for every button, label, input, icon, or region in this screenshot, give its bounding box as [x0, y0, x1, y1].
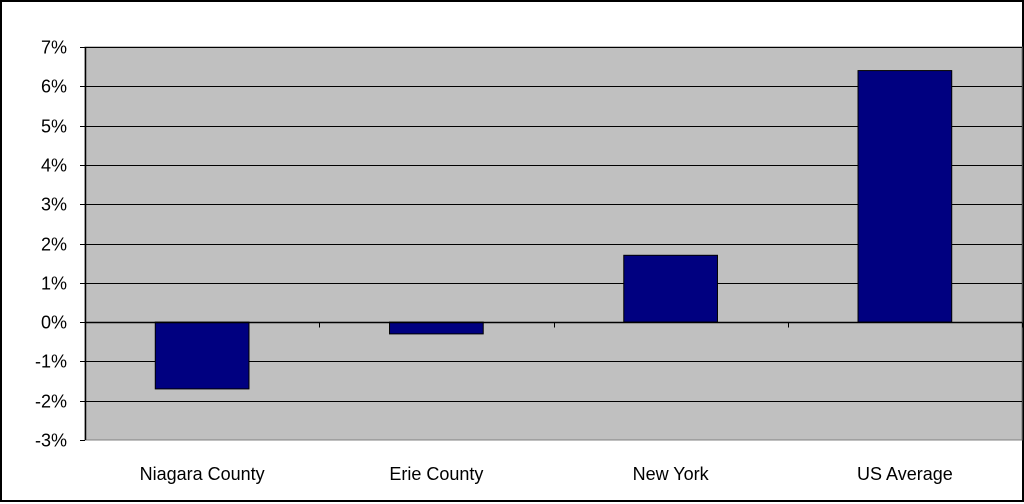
y-tick-label: -1% — [35, 352, 67, 372]
y-tick-label: 6% — [41, 77, 67, 97]
axes — [80, 47, 1023, 441]
x-category-label: Erie County — [389, 464, 483, 484]
y-tick-label: 5% — [41, 117, 67, 137]
y-tick-label: 1% — [41, 274, 67, 294]
y-tick-label: 0% — [41, 313, 67, 333]
y-tick-label: -2% — [35, 392, 67, 412]
labels: 7% 6% 5% 4% 3% 2% 1% 0% -1% -2% -3% Niagara County E… — [35, 38, 953, 485]
y-tick-label: 4% — [41, 156, 67, 176]
y-tick-label: 2% — [41, 235, 67, 255]
y-tick-label: -3% — [35, 431, 67, 451]
bar — [623, 254, 718, 323]
bars — [154, 70, 953, 390]
x-category-label: Niagara County — [140, 464, 265, 484]
bar — [154, 321, 250, 390]
y-tick-label: 7% — [41, 38, 67, 58]
bar — [389, 321, 484, 335]
x-category-label: US Average — [857, 464, 953, 484]
bar — [857, 70, 953, 323]
y-tick-label: 3% — [41, 195, 67, 215]
x-category-label: New York — [633, 464, 710, 484]
